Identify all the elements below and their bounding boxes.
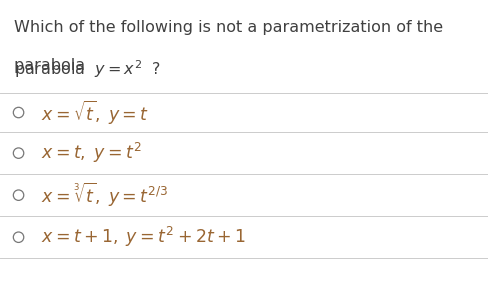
- Text: $x = t, \; y = t^2$: $x = t, \; y = t^2$: [41, 141, 142, 165]
- Text: $x = \sqrt{t}, \; y = t$: $x = \sqrt{t}, \; y = t$: [41, 99, 149, 126]
- Text: parabola: parabola: [14, 58, 95, 73]
- Text: $x = \sqrt[3]{t}, \; y = t^{2/3}$: $x = \sqrt[3]{t}, \; y = t^{2/3}$: [41, 181, 169, 209]
- Text: parabola  $y = x^2$  ?: parabola $y = x^2$ ?: [14, 58, 161, 80]
- Text: Which of the following is not a parametrization of the: Which of the following is not a parametr…: [14, 20, 443, 35]
- Text: $x = t + 1, \; y = t^2 + 2t + 1$: $x = t + 1, \; y = t^2 + 2t + 1$: [41, 225, 246, 249]
